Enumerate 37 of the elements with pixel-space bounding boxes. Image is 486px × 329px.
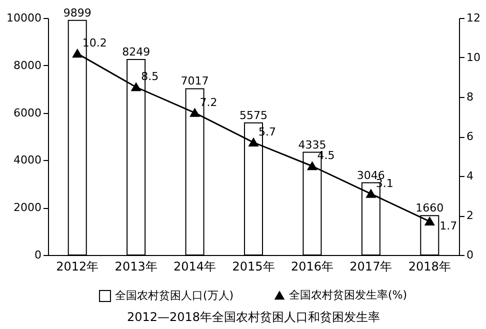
point [72, 49, 82, 58]
data-label: 7017 [180, 74, 209, 88]
x-tick-label: 2013年 [114, 260, 158, 274]
y2-tick-label: 10 [466, 51, 480, 64]
x-tick-label: 2014年 [174, 260, 216, 274]
x-tick-label: 2015年 [232, 260, 275, 274]
y-tick-label: 2000 [14, 201, 42, 214]
y-tick-label: 0 [34, 248, 42, 262]
y2-tick-label: 6 [466, 130, 474, 143]
legend-label: 全国农村贫困发生率(%) [289, 288, 408, 302]
data-label: 8249 [122, 46, 150, 58]
y2-tick-label: 4 [466, 170, 474, 182]
y2-tick-label: 0 [466, 248, 474, 262]
point [366, 190, 376, 198]
data-label: 9899 [63, 6, 92, 20]
y-tick-label: 4000 [14, 154, 42, 167]
data-label: 1660 [416, 202, 444, 215]
data-label: 5575 [240, 108, 268, 122]
x-tick-label: 2012年 [56, 260, 99, 274]
point [308, 162, 317, 170]
y-tick-label: 6000 [14, 106, 42, 120]
x-tick-label: 2018年 [408, 260, 451, 274]
y-tick-label: 10000 [6, 12, 42, 24]
y2-tick-label: 2 [466, 209, 474, 222]
y-tick-label: 8000 [14, 58, 42, 72]
point [190, 108, 200, 117]
text: 2012—2018年全国农村贫困人口和贫困发生率 [126, 310, 380, 324]
point [132, 83, 141, 92]
point [425, 217, 434, 226]
legend-label: 全国农村贫困人口(万人) [115, 289, 234, 302]
y2-tick-label: 12 [466, 12, 480, 24]
y2-tick-label: 8 [466, 90, 474, 104]
x-tick-label: 2017年 [350, 260, 392, 274]
point [248, 138, 258, 146]
data-label: 4335 [298, 138, 326, 152]
x-tick-label: 2016年 [290, 260, 334, 274]
data-label: 1.7 [440, 219, 458, 232]
